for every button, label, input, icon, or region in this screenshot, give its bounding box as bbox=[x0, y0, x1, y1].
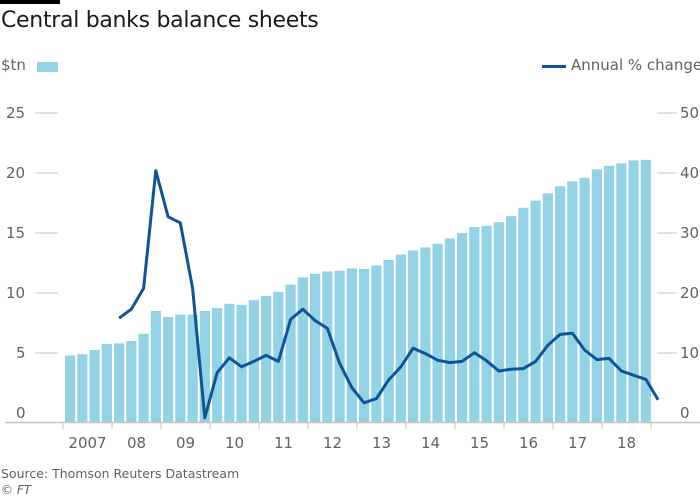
x-axis-tick-label: 12 bbox=[323, 434, 342, 452]
bar bbox=[457, 233, 468, 422]
bar bbox=[493, 222, 504, 422]
bar bbox=[432, 243, 443, 422]
left-axis-tick-label: 25 bbox=[6, 104, 25, 122]
bar bbox=[236, 305, 247, 422]
copyright-credit: © FT bbox=[1, 483, 32, 497]
bar bbox=[359, 269, 370, 422]
bar bbox=[175, 314, 186, 422]
left-axis-tick-label: 15 bbox=[6, 224, 25, 242]
bar bbox=[114, 343, 125, 422]
bar bbox=[420, 247, 431, 422]
source-note: Source: Thomson Reuters Datastream bbox=[1, 466, 240, 481]
line-legend-label: Annual % change bbox=[571, 56, 700, 74]
bar bbox=[297, 277, 308, 422]
bar bbox=[628, 160, 639, 422]
x-axis-tick-label: 08 bbox=[127, 434, 146, 452]
bar bbox=[518, 207, 529, 422]
chart-title: Central banks balance sheets bbox=[1, 8, 319, 33]
x-axis-tick-label: 2007 bbox=[68, 434, 106, 452]
x-axis-tick-label: 15 bbox=[470, 434, 489, 452]
bar bbox=[530, 200, 541, 422]
bar bbox=[261, 296, 272, 422]
bar bbox=[579, 177, 590, 422]
bar bbox=[334, 270, 345, 422]
bar bbox=[224, 303, 235, 422]
right-axis-tick-label: 10 bbox=[680, 344, 699, 362]
bar bbox=[187, 314, 198, 422]
bar bbox=[126, 341, 137, 422]
bar bbox=[89, 350, 100, 422]
bar bbox=[285, 284, 296, 422]
x-axis-tick-label: 09 bbox=[176, 434, 195, 452]
chart-plot: 0 5 10 15 20 25 0 10 20 30 40 50 2007 08 09 10 11 12 13 14 1… bbox=[5, 104, 700, 452]
right-axis-tick-label: 0 bbox=[680, 404, 690, 422]
left-axis-tick-label: 10 bbox=[6, 284, 25, 302]
ft-brand-bar bbox=[0, 0, 60, 4]
bar bbox=[616, 163, 627, 422]
bar bbox=[65, 355, 76, 422]
bar bbox=[591, 169, 602, 422]
bar bbox=[444, 238, 455, 422]
annual-change-line bbox=[118, 169, 660, 420]
bar-legend-swatch bbox=[37, 62, 58, 72]
bar bbox=[640, 159, 651, 423]
bar bbox=[383, 260, 394, 422]
left-axis-tick-label: 5 bbox=[16, 344, 26, 362]
bar bbox=[163, 317, 174, 422]
right-axis-tick-label: 30 bbox=[680, 224, 699, 242]
x-axis-tick-label: 10 bbox=[225, 434, 244, 452]
x-axis-tick-label: 14 bbox=[421, 434, 440, 452]
x-axis-tick-label: 17 bbox=[568, 434, 587, 452]
bar bbox=[567, 181, 578, 422]
bar bbox=[77, 354, 88, 422]
bar bbox=[346, 268, 357, 422]
bar bbox=[506, 216, 517, 422]
bar bbox=[101, 344, 112, 422]
bar bbox=[469, 227, 480, 422]
right-axis-tick-label: 50 bbox=[680, 104, 699, 122]
bar bbox=[481, 225, 492, 422]
bar bbox=[371, 265, 382, 422]
left-axis-unit-label: $tn bbox=[1, 56, 26, 74]
bar bbox=[542, 193, 553, 422]
bar bbox=[604, 165, 615, 423]
line-legend-swatch bbox=[542, 65, 566, 68]
bar bbox=[310, 273, 321, 422]
x-axis-tick-label: 11 bbox=[274, 434, 293, 452]
bar bbox=[408, 250, 419, 422]
x-axis-tick-label: 16 bbox=[519, 434, 538, 452]
bar bbox=[199, 311, 210, 422]
left-axis-tick-label: 20 bbox=[6, 164, 25, 182]
bar bbox=[555, 186, 566, 422]
x-axis-tick-label: 18 bbox=[617, 434, 636, 452]
bar bbox=[212, 308, 223, 422]
bar bbox=[395, 254, 406, 422]
bar bbox=[150, 311, 161, 422]
x-axis-tick-label: 13 bbox=[372, 434, 391, 452]
left-axis-tick-label: 0 bbox=[16, 404, 26, 422]
right-axis-tick-label: 20 bbox=[680, 284, 699, 302]
bar bbox=[322, 271, 333, 422]
right-axis-tick-label: 40 bbox=[680, 164, 699, 182]
bar bbox=[138, 333, 149, 422]
